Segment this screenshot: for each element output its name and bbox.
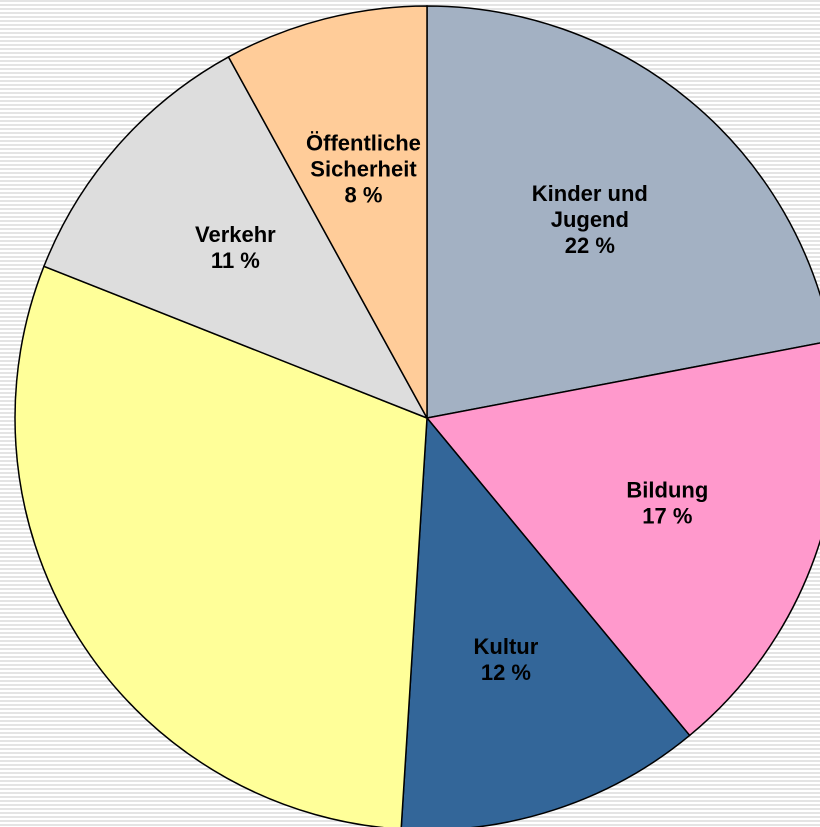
slice-label: Bildung — [626, 477, 708, 502]
slice-label: Verkehr — [195, 222, 276, 247]
pie-slice — [14, 265, 428, 827]
slice-value-label: 17 % — [642, 503, 692, 528]
pie-slice — [227, 5, 428, 419]
pie-slice — [400, 416, 691, 827]
slice-value-label: 22 % — [565, 233, 615, 258]
pie-slice — [42, 55, 429, 420]
slice-value-label: 11 % — [211, 248, 260, 273]
slice-value-label: 8 % — [345, 182, 383, 207]
pie-slice — [426, 5, 820, 419]
slice-value-label: 12 % — [481, 660, 531, 685]
slice-label: Öffentliche Sicherheit — [306, 130, 421, 181]
slice-label: Kinder und Jugend — [532, 181, 648, 232]
slice-label: Kultur — [474, 634, 539, 659]
pie-slice — [425, 342, 820, 737]
